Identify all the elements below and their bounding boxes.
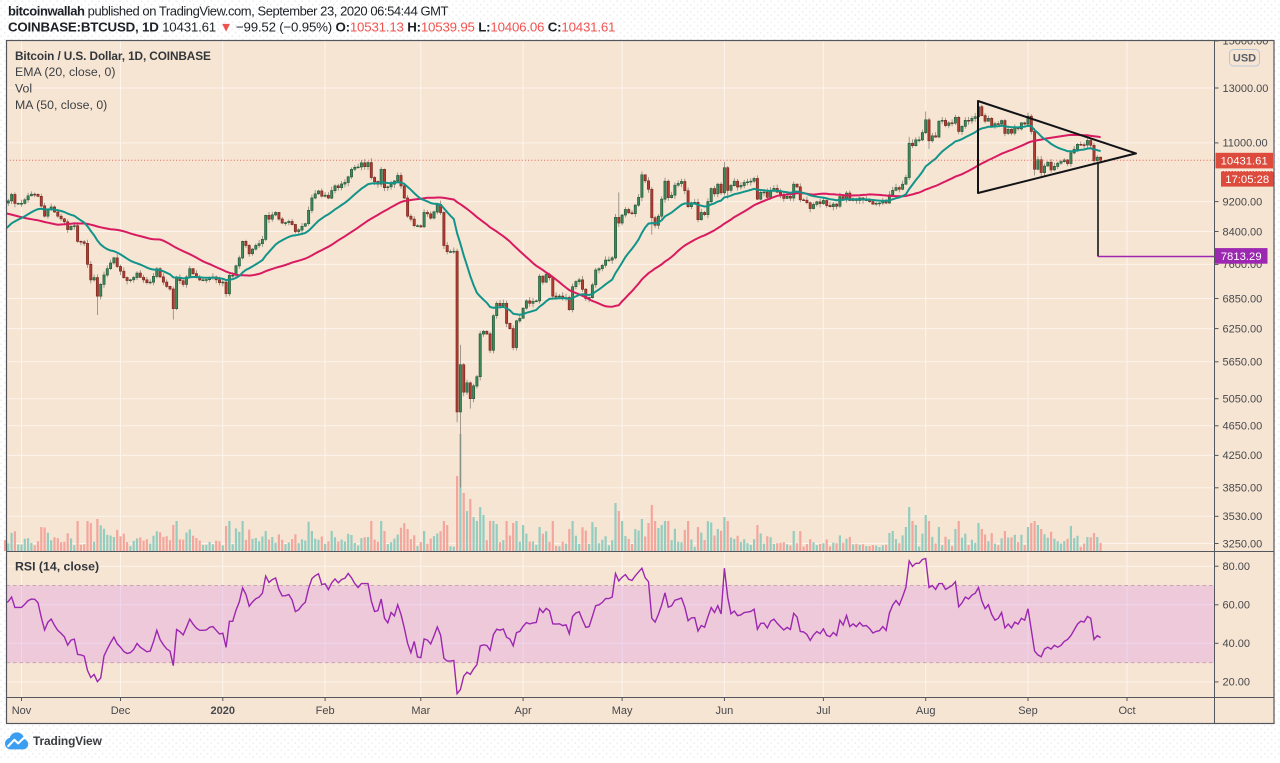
svg-text:Jul: Jul <box>816 705 830 717</box>
svg-text:RSI (14, close): RSI (14, close) <box>15 560 99 574</box>
svg-text:Bitcoin / U.S. Dollar, 1D, COI: Bitcoin / U.S. Dollar, 1D, COINBASE <box>15 49 211 63</box>
svg-text:Mar: Mar <box>411 705 430 717</box>
svg-text:Nov: Nov <box>12 705 32 717</box>
svg-text:May: May <box>612 705 633 717</box>
svg-text:7813.29: 7813.29 <box>1221 251 1262 263</box>
svg-text:3850.00: 3850.00 <box>1223 483 1263 495</box>
svg-text:Dec: Dec <box>111 705 131 717</box>
svg-text:60.00: 60.00 <box>1223 600 1251 612</box>
svg-text:3250.00: 3250.00 <box>1223 538 1263 550</box>
svg-text:10431.61: 10431.61 <box>1221 156 1268 168</box>
svg-text:13000.00: 13000.00 <box>1223 83 1269 95</box>
svg-text:EMA (20, close, 0): EMA (20, close, 0) <box>15 65 115 79</box>
svg-text:bitcoinwallah published on Tra: bitcoinwallah published on TradingView.c… <box>8 4 449 19</box>
svg-text:TradingView: TradingView <box>33 734 103 748</box>
svg-text:4650.00: 4650.00 <box>1223 421 1263 433</box>
svg-text:80.00: 80.00 <box>1223 561 1251 573</box>
svg-text:9200.00: 9200.00 <box>1223 196 1263 208</box>
svg-text:6850.00: 6850.00 <box>1223 293 1263 305</box>
svg-text:3530.00: 3530.00 <box>1223 511 1263 523</box>
svg-text:USD: USD <box>1233 53 1256 65</box>
svg-text:40.00: 40.00 <box>1223 638 1251 650</box>
svg-text:2020: 2020 <box>211 705 235 717</box>
svg-text:Aug: Aug <box>916 705 936 717</box>
svg-text:COINBASE:BTCUSD, 1D 10431.61 ▼: COINBASE:BTCUSD, 1D 10431.61 ▼ −99.52 (−… <box>8 20 615 35</box>
svg-text:5050.00: 5050.00 <box>1223 394 1263 406</box>
svg-text:Jun: Jun <box>716 705 734 717</box>
svg-text:20.00: 20.00 <box>1223 677 1251 689</box>
svg-text:Oct: Oct <box>1118 705 1135 717</box>
svg-text:6250.00: 6250.00 <box>1223 323 1263 335</box>
svg-text:15000.00: 15000.00 <box>1223 36 1269 48</box>
svg-text:5650.00: 5650.00 <box>1223 357 1263 369</box>
svg-text:Feb: Feb <box>316 705 335 717</box>
svg-text:Apr: Apr <box>515 705 532 717</box>
svg-text:Vol: Vol <box>15 82 32 96</box>
svg-text:MA (50, close, 0): MA (50, close, 0) <box>15 98 107 112</box>
svg-text:Sep: Sep <box>1018 705 1038 717</box>
svg-text:4250.00: 4250.00 <box>1223 450 1263 462</box>
svg-text:17:05:28: 17:05:28 <box>1225 174 1269 186</box>
svg-text:11000.00: 11000.00 <box>1223 138 1268 150</box>
svg-text:8400.00: 8400.00 <box>1223 226 1263 238</box>
